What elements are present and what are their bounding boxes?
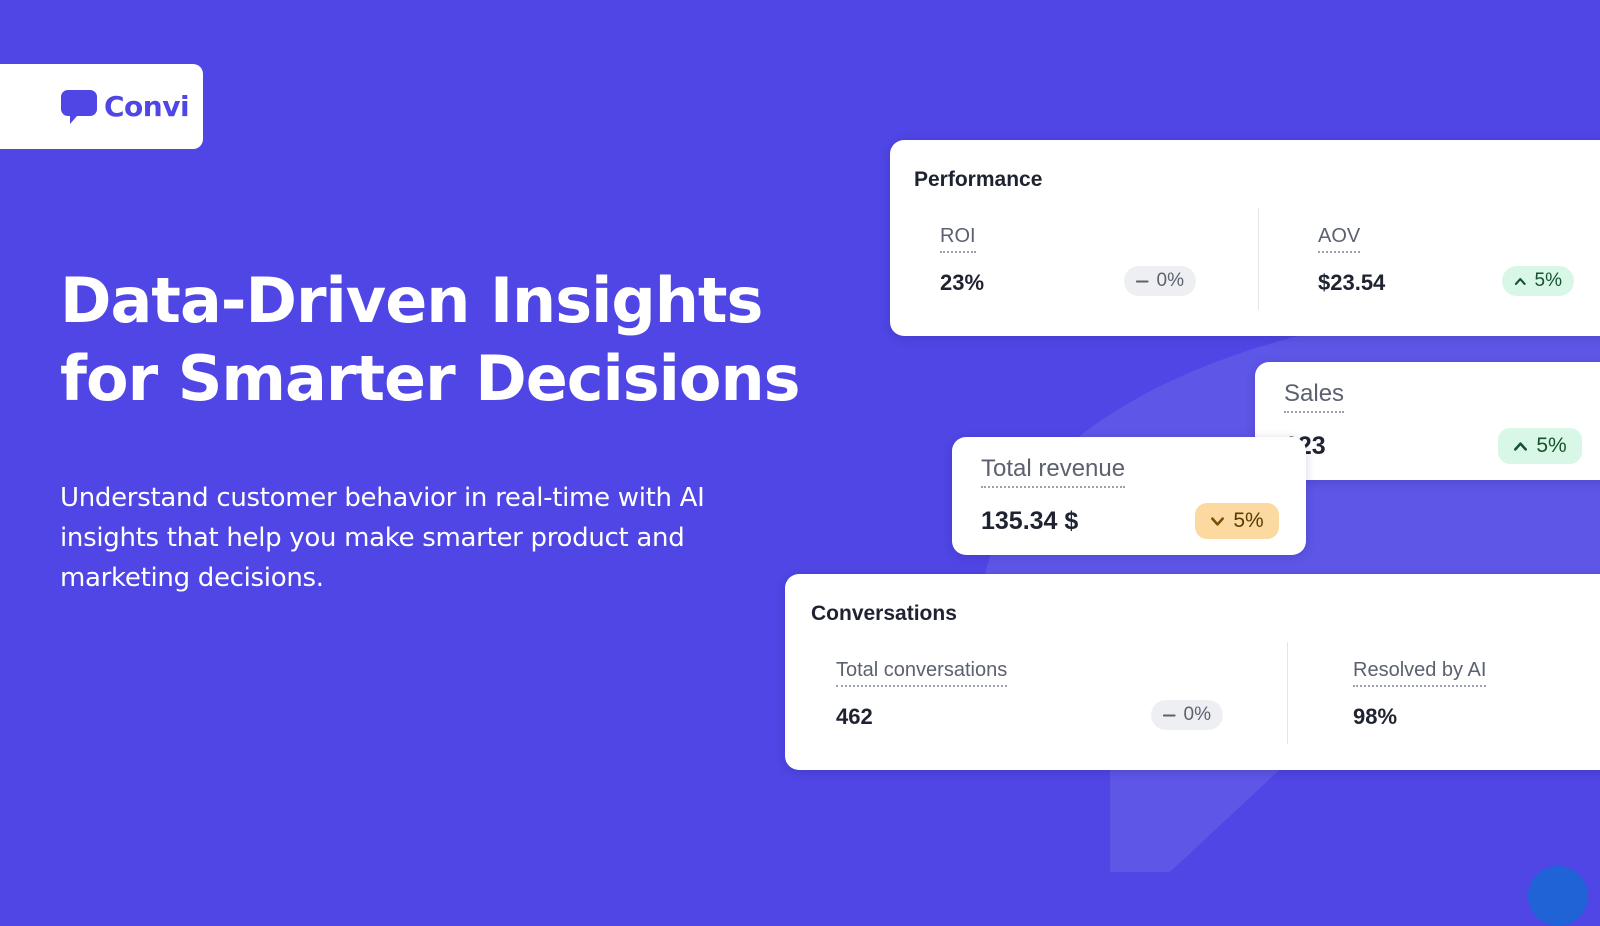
performance-card: Performance ROI 23% 0% AOV $23.54 5% [890,140,1600,336]
total-conversations-value: 462 [836,704,873,729]
resolved-by-ai-label[interactable]: Resolved by AI [1353,658,1487,687]
brand-name: Convi [104,90,190,123]
roi-label[interactable]: ROI [940,224,976,253]
conversations-divider [1287,642,1288,744]
total-conversations-change-badge: 0% [1151,700,1223,730]
aov-label[interactable]: AOV [1318,224,1361,253]
roi-value: 23% [940,270,985,295]
chevron-down-icon [1211,516,1225,526]
sales-card: Sales 123 5% [1255,362,1600,480]
roi-change-value: 0% [1156,270,1184,291]
hero-headline-line-1: Data-Driven Insights [60,264,763,337]
sales-change-badge: 5% [1498,428,1582,464]
hero-subtext: Understand customer behavior in real-tim… [60,483,705,593]
brand-logo-card[interactable]: Convi [0,64,203,149]
chevron-up-icon [1514,441,1528,451]
hero-headline: Data-Driven Insights for Smarter Decisio… [60,262,820,418]
aov-change-value: 5% [1534,270,1562,291]
chat-bubble-icon [61,89,97,124]
total-revenue-change-badge: 5% [1195,503,1279,539]
total-conversations-label[interactable]: Total conversations [836,658,1008,687]
conversations-title: Conversations [811,602,957,625]
conversations-card: Conversations Total conversations 462 0%… [785,574,1600,770]
total-revenue-label[interactable]: Total revenue [981,455,1126,488]
performance-title: Performance [914,168,1043,191]
performance-divider [1258,208,1259,310]
corner-widget[interactable] [1528,866,1588,926]
sales-change-value: 5% [1536,434,1567,457]
total-revenue-card: Total revenue 135.34 $ 5% [952,437,1306,555]
resolved-by-ai-value: 98% [1353,704,1398,729]
chevron-up-icon [1514,277,1526,285]
total-revenue-value: 135.34 $ [981,507,1079,535]
total-revenue-change-value: 5% [1233,509,1264,532]
sales-label[interactable]: Sales [1284,380,1345,413]
hero-headline-line-2: for Smarter Decisions [60,342,801,415]
roi-change-badge: 0% [1124,266,1196,296]
minus-icon [1163,713,1176,717]
minus-icon [1136,279,1149,283]
aov-value: $23.54 [1318,270,1386,295]
total-conversations-change-value: 0% [1183,704,1211,725]
aov-change-badge: 5% [1502,266,1574,296]
